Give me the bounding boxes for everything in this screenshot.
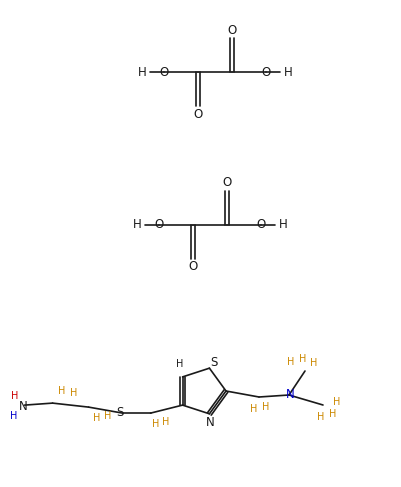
Text: H: H (58, 386, 65, 396)
Text: O: O (159, 65, 169, 78)
Text: H: H (310, 358, 318, 368)
Text: S: S (211, 356, 218, 369)
Text: O: O (256, 219, 265, 231)
Text: H: H (11, 391, 18, 401)
Text: H: H (287, 357, 295, 367)
Text: H: H (70, 388, 77, 398)
Text: H: H (262, 402, 270, 412)
Text: O: O (188, 261, 198, 274)
Text: N: N (286, 388, 294, 400)
Text: H: H (250, 404, 258, 414)
Text: H: H (104, 411, 111, 421)
Text: H: H (329, 409, 337, 419)
Text: H: H (152, 419, 159, 429)
Text: O: O (193, 108, 203, 120)
Text: H: H (138, 65, 146, 78)
Text: H: H (333, 397, 341, 407)
Text: N: N (19, 400, 28, 412)
Text: O: O (227, 23, 237, 37)
Text: H: H (162, 417, 169, 427)
Text: H: H (284, 65, 292, 78)
Text: H: H (279, 219, 288, 231)
Text: O: O (154, 219, 164, 231)
Text: H: H (299, 354, 307, 364)
Text: H: H (317, 412, 325, 422)
Text: H: H (10, 411, 17, 421)
Text: N: N (206, 416, 215, 430)
Text: H: H (133, 219, 142, 231)
Text: S: S (116, 406, 123, 419)
Text: H: H (93, 413, 100, 423)
Text: O: O (223, 176, 232, 189)
Text: O: O (261, 65, 271, 78)
Text: H: H (176, 359, 183, 369)
